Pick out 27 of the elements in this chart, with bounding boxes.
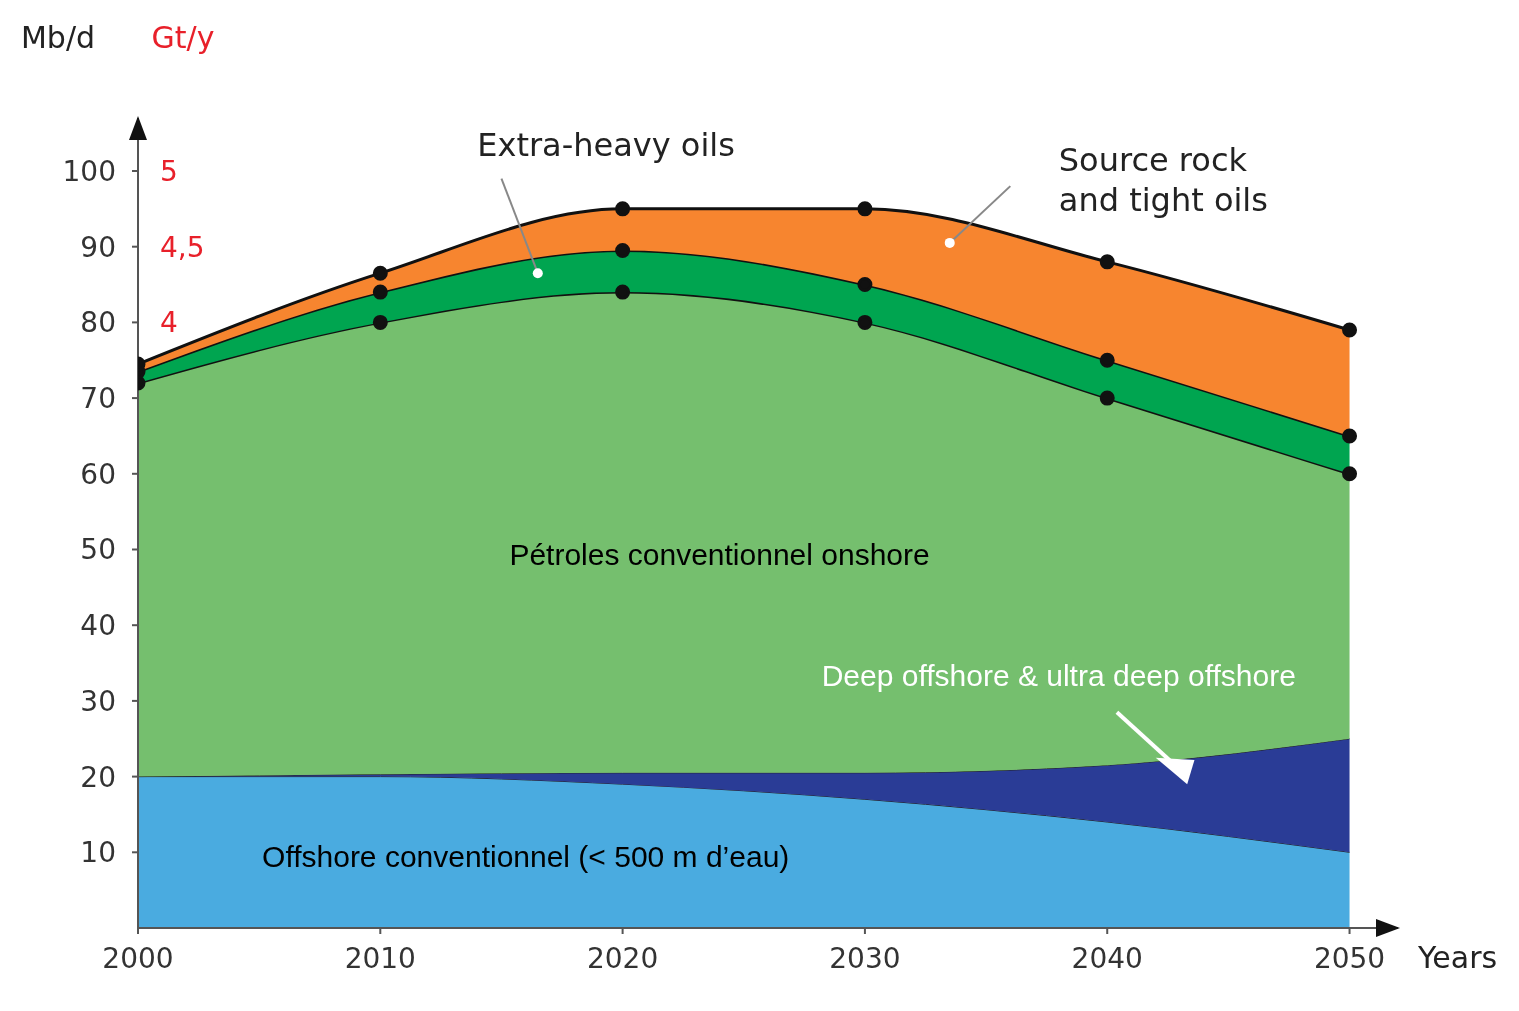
y-tick-label: 10 bbox=[80, 836, 116, 870]
y-tick-label: 60 bbox=[80, 457, 116, 491]
x-tick-label: 2010 bbox=[344, 941, 416, 975]
y-tick-label: 40 bbox=[80, 609, 116, 643]
x-axis-title: Years bbox=[1417, 940, 1498, 975]
y2-tick-label: 5 bbox=[160, 154, 178, 188]
y-tick-label: 20 bbox=[80, 760, 116, 794]
x-tick-label: 2020 bbox=[586, 941, 659, 975]
y-tick-label: 30 bbox=[80, 684, 116, 718]
series-label: Offshore conventionnel (< 500 m d’eau) bbox=[262, 840, 790, 874]
y2-tick-label: 4,5 bbox=[160, 230, 205, 264]
series-label: Pétroles conventionnel onshore bbox=[509, 537, 930, 571]
text: Extra-heavy oils bbox=[477, 125, 735, 164]
x-tick-label: 2050 bbox=[1313, 941, 1386, 975]
y2-axis-title: Gt/y bbox=[151, 20, 215, 55]
series-label: Deep offshore & ultra deep offshore bbox=[821, 658, 1296, 692]
x-tick-label: 2030 bbox=[829, 941, 901, 975]
y2-tick-label: 4 bbox=[160, 306, 178, 340]
x-tick-label: 2040 bbox=[1071, 941, 1143, 975]
y-tick-label: 100 bbox=[62, 154, 116, 188]
y-tick-label: 80 bbox=[80, 306, 116, 340]
y-tick-label: 50 bbox=[80, 533, 116, 567]
series-label: Source rock and tight oils bbox=[1058, 140, 1268, 219]
y-tick-label: 90 bbox=[80, 230, 116, 264]
x-tick-label: 2000 bbox=[102, 941, 174, 975]
y-axis-title: Mb/d bbox=[20, 20, 96, 55]
y-tick-label: 70 bbox=[80, 382, 116, 416]
